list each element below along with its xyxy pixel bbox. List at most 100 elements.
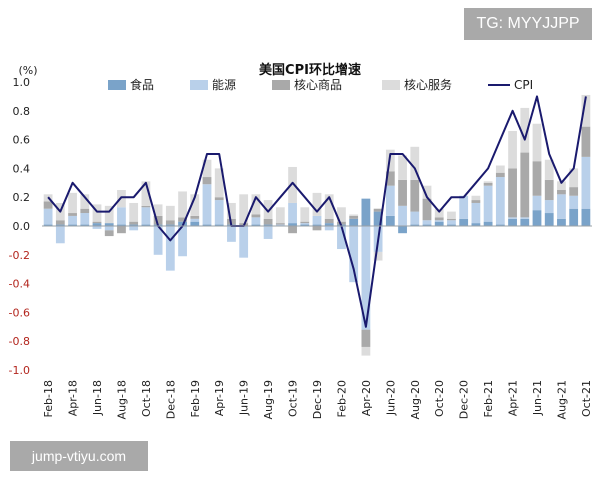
y-tick-label: 0.2 (13, 191, 31, 204)
bar-segment (459, 218, 469, 226)
bar-segment (324, 218, 334, 224)
bar-segment (239, 194, 249, 224)
bar-segment (312, 192, 322, 216)
bar-segment (92, 221, 102, 224)
bar-segment (92, 204, 102, 222)
bar-segment (447, 224, 456, 226)
bar-segment (141, 224, 151, 226)
legend-label: 食品 (130, 77, 154, 92)
bar-segment (373, 251, 383, 261)
bar-segment (569, 208, 579, 226)
bar-segment (532, 161, 542, 196)
bar-segment (80, 224, 90, 226)
bar-segment (202, 224, 212, 226)
bar-segment (544, 159, 554, 180)
bar-segment (569, 168, 579, 188)
y-axis-unit: (%) (18, 64, 37, 77)
bar-segment (104, 223, 114, 226)
bar-segment (508, 217, 517, 219)
bar-segment (263, 224, 273, 226)
y-tick-label: 0.8 (13, 105, 31, 118)
bar-segment (520, 107, 530, 153)
bar-segment (153, 215, 163, 225)
x-tick-label: Apr-18 (67, 380, 80, 416)
bar-segment (557, 218, 566, 226)
bar-segment (129, 202, 139, 222)
legend-item: 食品 (108, 77, 154, 92)
bar-segment (55, 226, 65, 244)
x-tick-label: Oct-18 (140, 380, 153, 417)
bar-segment (275, 224, 285, 226)
x-tick-label: Jun-18 (91, 380, 104, 416)
bar-segment (251, 214, 261, 218)
legend-item: 核心服务 (382, 77, 452, 92)
bar-segment (165, 205, 175, 221)
bar-segment (190, 221, 200, 226)
y-tick-label: -1.0 (9, 364, 30, 377)
bar-segment (398, 155, 407, 180)
bar-segment (275, 223, 285, 225)
bar-segment (532, 123, 542, 162)
bar-segment (398, 226, 407, 234)
bar-segment (263, 226, 273, 239)
bar-segment (459, 195, 469, 219)
bar-segment (471, 202, 481, 224)
bar-segment (239, 226, 249, 258)
bar-segment (544, 200, 554, 214)
bar-segment (557, 181, 566, 190)
bar-segment (214, 168, 224, 198)
bar-segment (483, 185, 493, 222)
bar-segment (165, 224, 175, 226)
legend-swatch (190, 80, 208, 90)
y-tick-label: -0.4 (9, 278, 30, 291)
bar-segment (471, 195, 481, 201)
x-tick-label: Aug-21 (555, 380, 568, 419)
bar-segment (447, 211, 456, 219)
x-tick-label: Oct-19 (287, 380, 300, 417)
bar-segment (288, 226, 297, 234)
bar-segment (410, 211, 420, 225)
bar-segment (434, 220, 444, 222)
y-tick-label: -0.8 (9, 335, 30, 348)
bar-segment (68, 192, 77, 214)
bar-segment (385, 215, 395, 226)
legend-label: CPI (514, 78, 533, 92)
bar-segment (300, 223, 310, 225)
x-tick-label: Apr-20 (360, 380, 373, 416)
bar-segment (153, 204, 163, 216)
bar-segment (202, 159, 212, 178)
bar-segment (434, 217, 444, 221)
bar-segment (153, 226, 163, 255)
bar-segment (68, 213, 77, 216)
bar-segment (165, 226, 175, 271)
bar-segment (581, 208, 591, 226)
bar-segment (337, 207, 346, 222)
legend-item: 核心商品 (272, 77, 342, 92)
bar-segment (300, 221, 310, 224)
bar-segment (117, 224, 126, 226)
bar-segment (373, 211, 383, 226)
y-tick-label: -0.6 (9, 306, 30, 319)
bar-segment (581, 156, 591, 209)
legend: 食品 能源 核心商品 核心服务 CPI (108, 77, 533, 92)
bar-segment (422, 220, 432, 225)
bar-segment (483, 221, 493, 226)
bar-segment (288, 202, 297, 224)
bar-segment (190, 215, 200, 219)
bar-segment (141, 207, 151, 225)
bar-segment (569, 187, 579, 196)
bar-segment (80, 213, 90, 225)
bar-segment (129, 224, 139, 226)
bar-segment (117, 207, 126, 225)
bar-segment (263, 200, 273, 219)
bar-segment (410, 146, 420, 180)
x-tick-label: Aug-19 (262, 380, 275, 419)
bar-segment (398, 205, 407, 226)
bar-segment (495, 177, 505, 225)
bar-segment (324, 194, 334, 219)
bar-segment (129, 221, 139, 225)
bar-segment (422, 198, 432, 221)
bar-segment (495, 224, 505, 226)
bar-segment (190, 194, 200, 216)
